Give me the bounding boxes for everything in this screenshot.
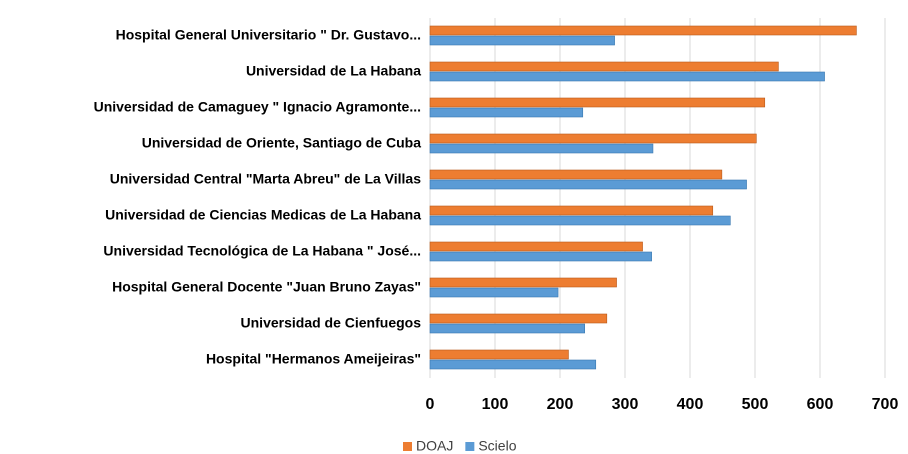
bar bbox=[429, 215, 731, 226]
bar bbox=[429, 35, 615, 46]
bar bbox=[429, 71, 825, 82]
bar bbox=[429, 25, 857, 36]
bar bbox=[429, 241, 643, 252]
bar bbox=[429, 179, 747, 190]
bar bbox=[429, 143, 654, 154]
bar bbox=[429, 251, 652, 262]
x-tick-label: 300 bbox=[612, 396, 639, 413]
bar bbox=[429, 133, 757, 144]
legend-swatch bbox=[403, 442, 412, 451]
category-label: Universidad de Cienfuegos bbox=[241, 315, 422, 331]
x-tick-label: 200 bbox=[547, 396, 574, 413]
legend-swatch bbox=[465, 442, 475, 451]
bar bbox=[429, 277, 617, 288]
bar bbox=[429, 205, 714, 216]
x-tick-label: 600 bbox=[807, 396, 834, 413]
bar bbox=[429, 287, 559, 298]
legend-label: DOAJ bbox=[416, 438, 453, 454]
bar bbox=[429, 97, 766, 108]
category-label: Universidad de Camaguey " Ignacio Agramo… bbox=[94, 99, 421, 115]
category-label: Universidad Tecnológica de La Habana " J… bbox=[103, 243, 421, 259]
bar bbox=[429, 313, 608, 324]
legend-label: Scielo bbox=[478, 438, 516, 454]
category-label: Hospital "Hermanos Ameijeiras" bbox=[206, 351, 421, 367]
category-label: Universidad de Oriente, Santiago de Cuba bbox=[142, 135, 421, 151]
x-tick-label: 100 bbox=[482, 396, 509, 413]
bar bbox=[429, 323, 585, 334]
category-label: Hospital General Docente "Juan Bruno Zay… bbox=[112, 279, 421, 295]
category-label: Universidad de Ciencias Medicas de La Ha… bbox=[105, 207, 421, 223]
bar bbox=[429, 107, 584, 118]
x-tick-label: 700 bbox=[872, 396, 899, 413]
category-label: Universidad Central "Marta Abreu" de La … bbox=[110, 171, 421, 187]
bar bbox=[429, 349, 569, 360]
x-tick-label: 400 bbox=[677, 396, 704, 413]
category-label: Hospital General Universitario " Dr. Gus… bbox=[116, 27, 421, 43]
x-tick-label: 500 bbox=[742, 396, 769, 413]
x-tick-label: 0 bbox=[426, 396, 435, 413]
bar bbox=[429, 61, 779, 72]
bar bbox=[429, 359, 597, 370]
category-label: Universidad de La Habana bbox=[246, 63, 421, 79]
bar bbox=[429, 169, 723, 180]
